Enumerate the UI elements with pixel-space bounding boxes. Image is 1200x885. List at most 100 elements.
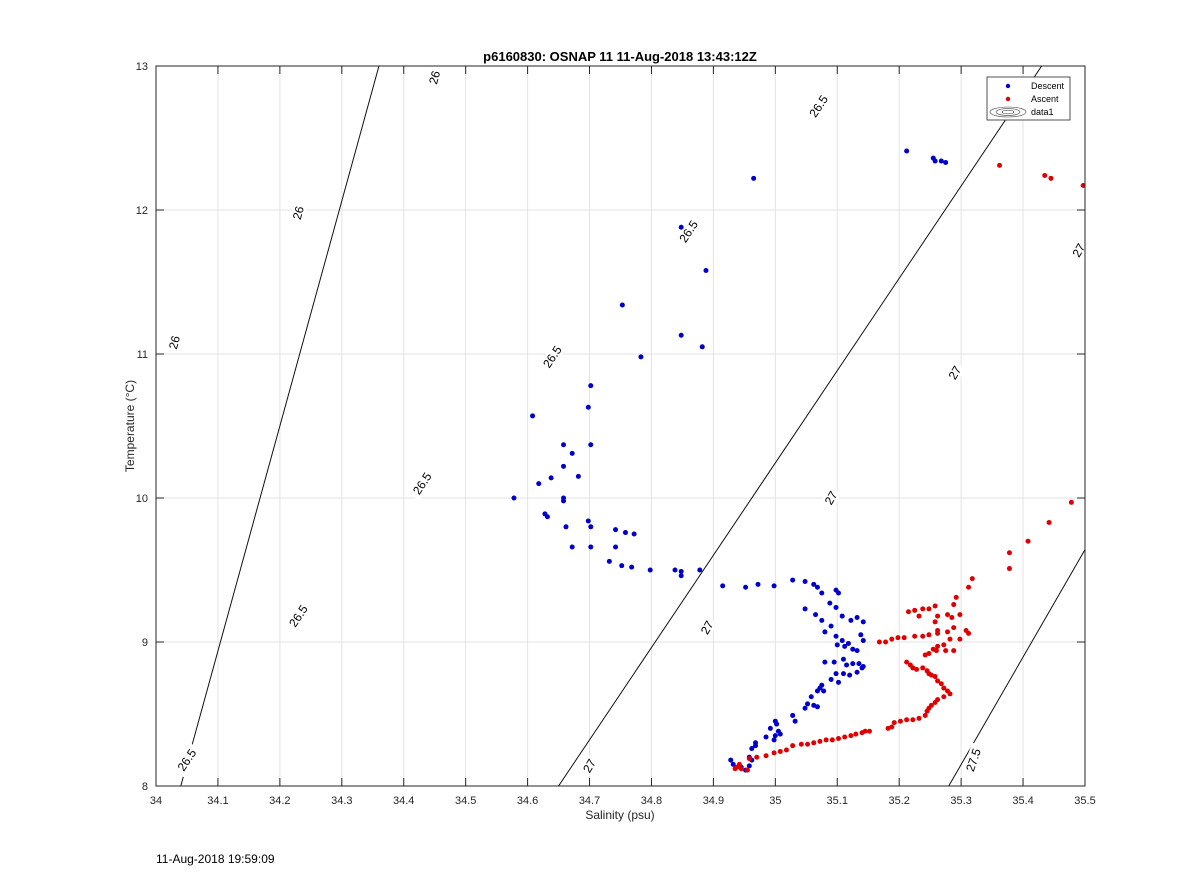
y-tick-label: 8 [142, 781, 148, 793]
contour-27 [948, 548, 1085, 786]
svg-text:26: 26 [290, 204, 307, 221]
descent-point [588, 383, 594, 389]
descent-point [833, 604, 839, 610]
descent-point [569, 450, 575, 456]
descent-point [828, 623, 834, 629]
ascent-point [935, 643, 941, 649]
ascent-point [951, 648, 957, 654]
legend-box [986, 76, 1071, 121]
descent-point [840, 671, 846, 677]
descent-point [821, 688, 827, 694]
descent-point [743, 584, 749, 590]
descent-point [697, 567, 703, 573]
figure-timestamp: 11-Aug-2018 19:59:09 [156, 852, 275, 866]
ascent-point [1006, 550, 1012, 556]
ascent-point [885, 725, 891, 731]
ascent-point [941, 685, 947, 691]
ascent-point [969, 576, 975, 582]
legend-ascent-marker [1005, 96, 1011, 102]
contour-26 [180, 66, 380, 786]
x-tick-label: 34.5 [455, 795, 476, 807]
ascent-point [783, 747, 789, 753]
descent-point [548, 475, 554, 481]
ascent-point [897, 718, 903, 724]
descent-point [842, 643, 848, 649]
descent-point [728, 757, 734, 763]
x-tick-label: 34.8 [641, 795, 662, 807]
ascent-point [932, 674, 938, 680]
y-tick-label: 9 [142, 637, 148, 649]
descent-point [848, 617, 854, 623]
ticks [155, 65, 1086, 787]
x-tick-label: 34.1 [207, 795, 228, 807]
descent-point [678, 332, 684, 338]
descent-point [858, 632, 864, 638]
ascent-point [926, 606, 932, 612]
ascent-point [1048, 175, 1054, 181]
x-tick-label: 35 [769, 795, 781, 807]
ascent-point [943, 648, 949, 654]
ascent-point [935, 613, 941, 619]
descent-point [588, 524, 594, 530]
ascent-point [947, 636, 953, 642]
ascent-point [738, 766, 744, 772]
axes-box [155, 65, 1086, 787]
descent-point [859, 665, 865, 671]
descent-point [854, 615, 860, 621]
legend-descent-label: Descent [1031, 81, 1065, 91]
ascent-point [866, 728, 872, 734]
descent-point [638, 354, 644, 360]
descent-point [833, 633, 839, 639]
descent-point [631, 531, 637, 537]
descent-point [943, 159, 949, 165]
descent-point [588, 442, 594, 448]
descent-point [822, 659, 828, 665]
x-tick-label: 35.5 [1074, 795, 1095, 807]
ascent-point [904, 659, 910, 665]
ascent-point [883, 639, 889, 645]
contour-label: 26 [165, 331, 184, 354]
x-tick-label: 34.7 [579, 795, 600, 807]
descent-point [678, 568, 684, 574]
ascent-point [941, 694, 947, 700]
descent-point [771, 737, 777, 743]
ascent-point [905, 609, 911, 615]
ascent-point [957, 636, 963, 642]
x-tick-label: 34.2 [269, 795, 290, 807]
contour-label: 27 [696, 616, 718, 639]
descent-point [813, 612, 819, 618]
descent-point [836, 679, 842, 685]
y-tick-label: 13 [136, 61, 148, 73]
descent-point [622, 530, 628, 536]
ascent-point [949, 615, 955, 621]
descent-point [828, 676, 834, 682]
contour-labels: 26262626.526.526.526.526.526.52727272727… [165, 66, 1090, 778]
descent-point [777, 731, 783, 737]
descent-point [839, 613, 845, 619]
ascent-point [853, 731, 859, 737]
descent-point [749, 746, 755, 752]
descent-point [860, 638, 866, 644]
descent-point [561, 463, 567, 469]
descent-point [836, 590, 842, 596]
ascent-point [798, 741, 804, 747]
ascent-point [744, 767, 750, 773]
ascent-point [922, 652, 928, 658]
ascent-point [938, 681, 944, 687]
ascent-point [910, 717, 916, 723]
legend-ascent-label: Ascent [1031, 94, 1059, 104]
descent-point [606, 558, 612, 564]
ascent-point [1080, 183, 1085, 189]
ascent-point [889, 636, 895, 642]
descent-point [585, 404, 591, 410]
legend[interactable]: Descent Ascent data1 [986, 76, 1071, 121]
svg-text:26: 26 [166, 334, 183, 351]
descent-point [844, 662, 850, 668]
descent-point [850, 661, 856, 667]
x-tick-label: 35.2 [888, 795, 909, 807]
ascent-point [947, 691, 953, 697]
descent-point [647, 567, 653, 573]
descent-point [847, 672, 853, 678]
descent-point [819, 590, 825, 596]
ascent-point [941, 642, 947, 648]
